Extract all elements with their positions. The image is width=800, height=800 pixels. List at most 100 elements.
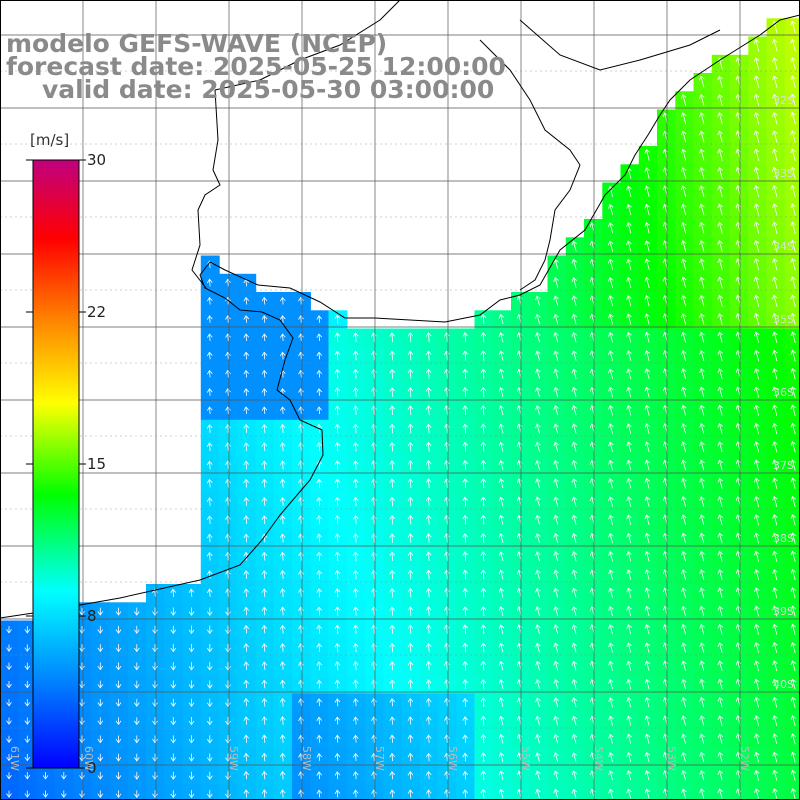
- field-cell: [328, 529, 348, 549]
- field-cell: [292, 584, 311, 603]
- wind-arrow: [462, 679, 469, 689]
- field-cell: [401, 365, 421, 384]
- wind-arrow: [371, 387, 377, 397]
- wind-arrow: [42, 790, 49, 798]
- field-cell: [91, 766, 111, 786]
- field-cell: [146, 657, 165, 676]
- field-cell: [200, 675, 220, 695]
- wind-arrow: [425, 679, 432, 689]
- field-cell: [292, 693, 311, 713]
- wind-arrow: [389, 496, 396, 507]
- wind-arrow: [298, 369, 304, 378]
- wind-arrow: [425, 770, 432, 780]
- wind-arrow: [425, 460, 432, 470]
- wind-arrow: [352, 679, 359, 689]
- wind-arrow: [462, 642, 469, 653]
- wind-arrow: [279, 679, 286, 689]
- field-cell: [255, 638, 275, 658]
- field-cell: [365, 565, 384, 585]
- field-cell: [273, 456, 293, 476]
- field-cell: [146, 730, 165, 749]
- wind-arrow: [407, 478, 414, 489]
- wind-arrow: [681, 496, 687, 507]
- wind-arrow: [571, 679, 578, 689]
- field-cell: [146, 693, 165, 713]
- field-cell: [401, 693, 421, 713]
- wind-arrow: [279, 752, 286, 762]
- wind-arrow: [97, 680, 104, 689]
- wind-arrow: [225, 406, 231, 415]
- wind-arrow: [425, 368, 432, 379]
- wind-arrow: [535, 423, 541, 434]
- colorbar: [32, 159, 80, 769]
- wind-arrow: [407, 460, 414, 470]
- wind-arrow: [462, 368, 468, 379]
- field-cell: [310, 657, 330, 676]
- field-cell: [164, 620, 184, 640]
- wind-arrow: [626, 313, 632, 325]
- wind-arrow: [553, 569, 559, 580]
- field-cell: [784, 54, 800, 74]
- field-cell: [401, 474, 421, 494]
- field-cell: [255, 401, 275, 421]
- wind-arrow: [261, 624, 268, 634]
- wind-arrow: [553, 332, 559, 343]
- wind-arrow: [626, 733, 632, 744]
- field-cell: [273, 529, 293, 549]
- wind-arrow: [206, 351, 213, 360]
- wind-arrow: [316, 515, 323, 525]
- field-cell: [219, 584, 238, 603]
- wind-arrow: [206, 478, 213, 488]
- wind-arrow: [389, 771, 396, 780]
- field-cell: [273, 711, 293, 731]
- wind-arrow: [298, 588, 304, 598]
- wind-arrow: [535, 496, 541, 507]
- wind-arrow: [644, 642, 651, 653]
- field-cell: [292, 456, 311, 476]
- field-cell: [346, 638, 366, 658]
- wind-arrow: [644, 496, 651, 507]
- wind-arrow: [352, 405, 359, 415]
- wind-arrow: [553, 423, 559, 434]
- wind-arrow: [480, 514, 487, 525]
- field-cell: [73, 766, 92, 786]
- wind-arrow: [498, 587, 505, 598]
- field-cell: [784, 292, 800, 311]
- field-cell: [383, 328, 403, 348]
- wind-arrow: [571, 715, 578, 726]
- wind-arrow: [261, 734, 268, 743]
- wind-arrow: [553, 386, 559, 398]
- field-cell: [273, 419, 293, 439]
- field-cell: [18, 620, 38, 640]
- wind-arrow: [152, 771, 158, 780]
- field-cell: [784, 565, 800, 585]
- field-cell: [273, 620, 293, 640]
- wind-arrow: [24, 680, 31, 689]
- field-cell: [346, 602, 366, 622]
- field-cell: [438, 328, 457, 348]
- field-cell: [419, 620, 439, 640]
- field-cell: [419, 419, 439, 439]
- wind-arrow: [225, 460, 231, 470]
- wind-arrow: [97, 753, 104, 762]
- field-cell: [784, 675, 800, 695]
- field-cell: [346, 766, 366, 786]
- field-cell: [401, 711, 421, 731]
- field-cell: [237, 438, 257, 457]
- field-cell: [292, 365, 311, 384]
- wind-arrow: [371, 606, 377, 616]
- field-cell: [200, 730, 220, 749]
- wind-arrow: [279, 606, 286, 616]
- field-cell: [419, 657, 439, 676]
- wind-arrow: [444, 533, 450, 543]
- field-cell: [200, 419, 220, 439]
- wind-arrow: [115, 771, 122, 780]
- wind-arrow: [571, 770, 578, 781]
- field-cell: [365, 365, 384, 384]
- wind-arrow: [371, 716, 377, 725]
- wind-arrow: [152, 790, 158, 799]
- field-cell: [383, 529, 403, 549]
- lon-label: 52W: [738, 746, 751, 771]
- wind-arrow: [316, 753, 323, 761]
- wind-arrow: [553, 514, 559, 525]
